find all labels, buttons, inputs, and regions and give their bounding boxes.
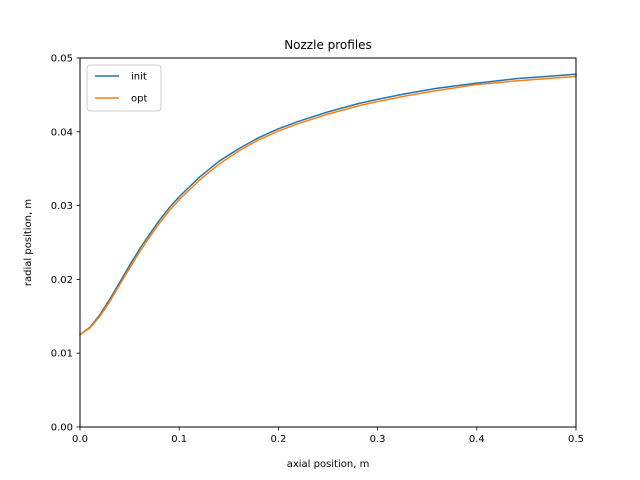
y-tick-label: 0.05: [51, 54, 73, 65]
legend-box: [86, 64, 162, 112]
plot-frame: [79, 57, 577, 428]
y-tick-label: 0.03: [51, 201, 73, 212]
series-line-init: [78, 73, 577, 336]
chart-title: Nozzle profiles: [284, 38, 372, 52]
y-axis-label: radial position, m: [23, 199, 34, 286]
legend-label-init: init: [131, 72, 147, 83]
plot-lines: [78, 73, 577, 336]
x-axis: 0.0 0.1 0.2 0.3 0.4 0.5: [72, 427, 584, 445]
legend: init opt: [86, 64, 162, 112]
x-tick-label: 0.2: [270, 434, 286, 445]
y-axis: 0.00 0.01 0.02 0.03 0.04 0.05: [51, 54, 80, 434]
y-tick-label: 0.02: [51, 275, 73, 286]
legend-label-opt: opt: [131, 94, 147, 105]
y-tick-label: 0.00: [51, 423, 73, 434]
x-tick-label: 0.4: [469, 434, 485, 445]
x-tick-label: 0.1: [171, 434, 187, 445]
x-tick-label: 0.5: [568, 434, 584, 445]
x-tick-label: 0.0: [72, 434, 88, 445]
y-tick-label: 0.04: [51, 127, 73, 138]
x-tick-label: 0.3: [370, 434, 386, 445]
series-line-opt: [78, 75, 577, 336]
y-tick-label: 0.01: [51, 349, 73, 360]
x-axis-label: axial position, m: [287, 459, 370, 470]
